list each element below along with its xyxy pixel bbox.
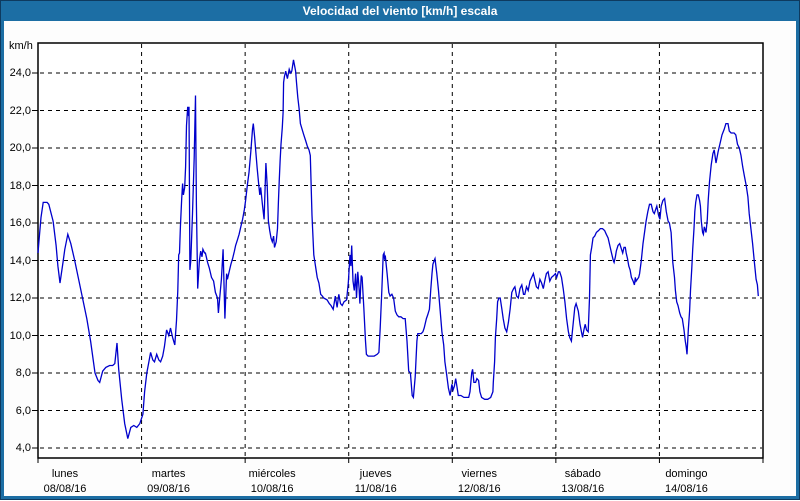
plot-area	[38, 43, 763, 458]
x-axis-date-label: 10/08/16	[222, 483, 322, 495]
y-axis-tick-label: 24,0	[1, 67, 31, 79]
y-axis-tick-label: 20,0	[1, 142, 31, 154]
y-axis-tick-label: 22,0	[1, 105, 31, 117]
x-axis-date-label: 13/08/16	[533, 483, 633, 495]
y-axis-unit-label: km/h	[9, 40, 33, 52]
x-axis-day-label: martes	[119, 468, 219, 480]
x-axis-date-label: 11/08/16	[326, 483, 426, 495]
y-axis-tick-label: 10,0	[1, 330, 31, 342]
y-axis-tick-label: 18,0	[1, 180, 31, 192]
y-axis-tick-label: 12,0	[1, 292, 31, 304]
y-axis-tick-label: 8,0	[1, 367, 31, 379]
x-axis-date-label: 14/08/16	[636, 483, 736, 495]
x-axis-day-label: miércoles	[222, 468, 322, 480]
x-axis-day-label: lunes	[15, 468, 115, 480]
y-axis-tick-label: 16,0	[1, 217, 31, 229]
y-axis-tick-label: 14,0	[1, 255, 31, 267]
x-axis-day-label: viernes	[429, 468, 529, 480]
x-axis-date-label: 12/08/16	[429, 483, 529, 495]
x-axis-date-label: 08/08/16	[15, 483, 115, 495]
y-axis-tick-label: 4,0	[1, 442, 31, 454]
chart-window: Velocidad del viento [km/h] escala km/h …	[0, 0, 800, 500]
wind-speed-chart: km/h 24,0 22,0 20,0 18,0 16,0 14,0 12,0 10,0 8,0…	[1, 1, 799, 499]
x-axis-date-label: 09/08/16	[119, 483, 219, 495]
plot-canvas	[1, 1, 800, 501]
x-axis-day-label: domingo	[636, 468, 736, 480]
x-axis-day-label: sábado	[533, 468, 633, 480]
y-axis-tick-label: 6,0	[1, 405, 31, 417]
x-axis-day-label: jueves	[326, 468, 426, 480]
